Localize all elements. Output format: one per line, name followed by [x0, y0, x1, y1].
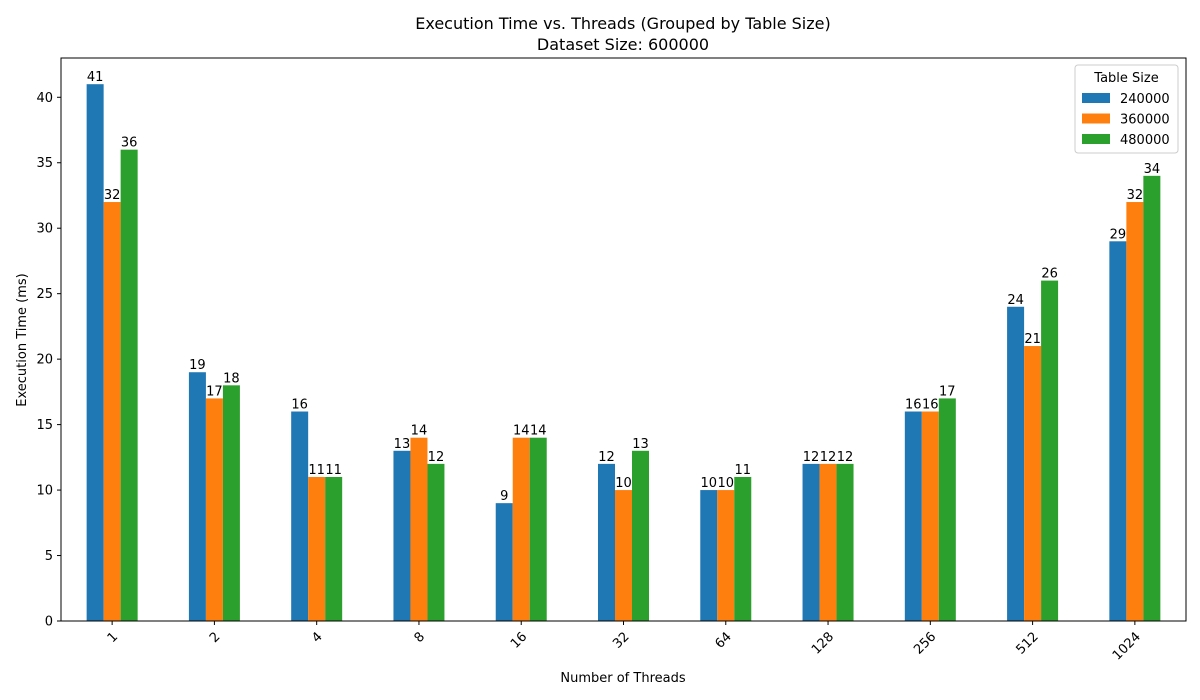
bar-240000-128 — [802, 463, 820, 621]
bar-value-label: 32 — [104, 188, 121, 203]
bar-240000-512 — [1007, 306, 1025, 621]
bar-240000-1024 — [1109, 241, 1127, 622]
chart-title: Execution Time vs. Threads (Grouped by T… — [415, 14, 830, 33]
bar-value-label: 12 — [598, 450, 615, 465]
bar-360000-4 — [308, 476, 326, 621]
bar-360000-32 — [615, 490, 632, 621]
bar-value-label: 16 — [291, 398, 308, 413]
bar-value-label: 10 — [717, 476, 734, 491]
bar-240000-32 — [598, 463, 615, 621]
bar-value-label: 13 — [632, 437, 649, 452]
chart-subtitle: Dataset Size: 600000 — [537, 35, 709, 54]
bar-480000-64 — [734, 476, 752, 621]
bar-value-label: 10 — [615, 476, 632, 491]
bar-240000-16 — [495, 503, 513, 621]
bar-480000-128 — [836, 463, 854, 621]
bar-value-label: 11 — [734, 463, 751, 478]
bar-value-label: 18 — [223, 371, 240, 386]
bar-360000-512 — [1024, 346, 1042, 621]
legend-label: 240000 — [1120, 92, 1170, 107]
y-tick-label: 10 — [36, 484, 53, 499]
y-tick-label: 30 — [36, 222, 53, 237]
bar-360000-2 — [205, 398, 223, 621]
y-axis-label: Execution Time (ms) — [15, 273, 30, 406]
bar-480000-32 — [632, 450, 649, 621]
axes-frame — [60, 57, 1187, 622]
bar-value-label: 12 — [803, 450, 820, 465]
bar-480000-16 — [529, 437, 547, 621]
y-tick-label: 15 — [36, 418, 53, 433]
bar-480000-1024 — [1143, 175, 1161, 621]
legend-title: Table Size — [1093, 71, 1158, 86]
bar-value-label: 32 — [1127, 188, 1144, 203]
bar-480000-2 — [222, 385, 240, 621]
bar-360000-1 — [103, 202, 121, 621]
bar-value-label: 14 — [411, 424, 428, 439]
bar-240000-1 — [86, 84, 104, 622]
y-tick-label: 40 — [36, 91, 53, 106]
legend-box — [1074, 64, 1179, 154]
bar-360000-8 — [410, 437, 428, 621]
x-axis-label: Number of Threads — [560, 671, 685, 686]
bar-value-label: 17 — [206, 384, 223, 399]
bar-240000-4 — [291, 411, 309, 621]
bar-value-label: 13 — [394, 437, 411, 452]
bar-value-label: 24 — [1007, 293, 1024, 308]
y-tick-label: 20 — [36, 353, 53, 368]
bar-480000-512 — [1041, 280, 1059, 621]
bar-value-label: 29 — [1110, 227, 1127, 242]
bar-value-label: 12 — [428, 450, 445, 465]
bar-value-label: 17 — [939, 384, 956, 399]
bar-value-label: 16 — [922, 398, 939, 413]
bar-value-label: 36 — [121, 136, 138, 151]
bar-value-label: 12 — [837, 450, 854, 465]
bar-value-label: 14 — [530, 424, 547, 439]
bar-value-label: 19 — [189, 358, 206, 373]
bar-value-label: 21 — [1024, 332, 1041, 347]
bar-360000-16 — [512, 437, 530, 621]
bar-value-label: 12 — [820, 450, 837, 465]
bar-480000-1 — [120, 149, 138, 621]
bar-value-label: 9 — [500, 489, 508, 504]
bar-value-label: 10 — [700, 476, 717, 491]
legend-swatch-480000 — [1082, 134, 1110, 144]
bar-480000-256 — [938, 398, 956, 621]
legend-swatch-360000 — [1082, 113, 1110, 124]
bar-240000-256 — [904, 411, 922, 621]
legend-swatch-240000 — [1082, 93, 1110, 103]
legend-label: 360000 — [1120, 113, 1170, 128]
bar-240000-64 — [700, 490, 718, 621]
bar-360000-256 — [921, 411, 939, 621]
bar-value-label: 11 — [308, 463, 325, 478]
bar-480000-4 — [325, 476, 343, 621]
bar-360000-64 — [717, 490, 735, 621]
bar-value-label: 11 — [325, 463, 342, 478]
legend-label: 480000 — [1120, 133, 1170, 148]
bar-240000-8 — [393, 450, 411, 621]
bar-480000-8 — [427, 463, 445, 621]
bar-360000-1024 — [1126, 202, 1144, 621]
y-tick-label: 25 — [36, 287, 53, 302]
bar-value-label: 16 — [905, 398, 922, 413]
y-tick-label: 0 — [45, 615, 53, 630]
bar-value-label: 14 — [513, 424, 530, 439]
bar-240000-2 — [188, 372, 206, 621]
bar-value-label: 34 — [1144, 162, 1161, 177]
bar-value-label: 41 — [87, 70, 104, 85]
bar-360000-128 — [819, 463, 837, 621]
y-tick-label: 5 — [45, 549, 53, 564]
y-tick-label: 35 — [36, 156, 53, 171]
bar-value-label: 26 — [1041, 267, 1058, 282]
